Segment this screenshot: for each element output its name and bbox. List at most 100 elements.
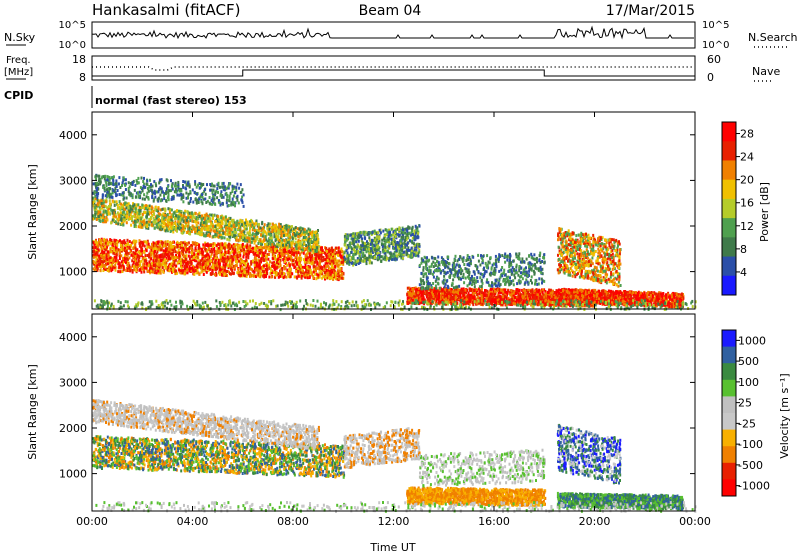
cell bbox=[174, 272, 177, 276]
cell bbox=[205, 270, 208, 274]
cell bbox=[215, 251, 218, 255]
cell bbox=[338, 274, 341, 278]
cell bbox=[219, 254, 222, 258]
power-cells bbox=[92, 173, 697, 312]
cell bbox=[315, 253, 318, 257]
cell bbox=[94, 240, 97, 244]
cell bbox=[288, 263, 291, 267]
cell bbox=[327, 276, 330, 280]
cell bbox=[157, 223, 160, 227]
cell bbox=[233, 250, 236, 254]
cell bbox=[198, 261, 201, 265]
cell bbox=[111, 268, 114, 271]
cell bbox=[312, 270, 315, 274]
cell bbox=[247, 256, 250, 260]
cell bbox=[242, 204, 245, 208]
nave-tick-high: 60 bbox=[707, 53, 721, 66]
cell bbox=[150, 269, 153, 273]
cell bbox=[179, 246, 182, 250]
cell bbox=[244, 239, 247, 243]
cell bbox=[170, 215, 173, 219]
cell bbox=[242, 235, 244, 239]
cell bbox=[188, 267, 191, 271]
cell bbox=[274, 257, 277, 261]
cell bbox=[265, 264, 268, 268]
cell bbox=[222, 185, 225, 189]
cell bbox=[320, 253, 323, 257]
cell bbox=[250, 268, 253, 271]
cell bbox=[231, 244, 233, 248]
cell bbox=[314, 257, 317, 261]
cell bbox=[190, 251, 193, 255]
cell bbox=[103, 259, 106, 263]
cell bbox=[185, 254, 188, 258]
cell bbox=[305, 247, 308, 251]
cell bbox=[291, 272, 294, 276]
cell bbox=[245, 245, 248, 249]
cell bbox=[208, 259, 211, 263]
cell bbox=[110, 246, 113, 250]
cell bbox=[279, 269, 282, 273]
cell bbox=[242, 248, 245, 252]
cell bbox=[307, 270, 310, 274]
cell bbox=[152, 241, 155, 245]
cell bbox=[94, 254, 97, 258]
cell bbox=[139, 212, 142, 215]
cell bbox=[298, 262, 301, 266]
cell bbox=[232, 194, 235, 198]
cell bbox=[268, 227, 271, 231]
cell bbox=[96, 193, 99, 197]
cell bbox=[97, 248, 100, 252]
cell bbox=[248, 247, 251, 251]
cell bbox=[98, 174, 101, 178]
cell bbox=[171, 253, 174, 257]
cell bbox=[207, 262, 209, 266]
cell bbox=[257, 254, 260, 258]
cell bbox=[186, 271, 189, 275]
cell bbox=[252, 250, 255, 254]
cell bbox=[210, 228, 213, 232]
cell bbox=[291, 235, 294, 239]
cell bbox=[214, 220, 217, 224]
cell bbox=[268, 238, 271, 242]
cell bbox=[138, 216, 141, 220]
cell bbox=[256, 251, 259, 255]
cell bbox=[216, 267, 219, 271]
cell bbox=[140, 176, 143, 180]
cell bbox=[130, 243, 133, 247]
cell bbox=[180, 264, 182, 268]
cell bbox=[127, 257, 129, 261]
cell bbox=[277, 275, 280, 279]
cell bbox=[153, 260, 156, 264]
cell bbox=[204, 248, 207, 251]
nsearch-tick-low: 10^0 bbox=[702, 40, 729, 51]
cell bbox=[337, 246, 340, 250]
cell bbox=[112, 251, 115, 255]
cell bbox=[282, 250, 285, 254]
cell bbox=[163, 253, 166, 257]
cell bbox=[238, 186, 241, 190]
cell bbox=[143, 266, 146, 270]
cell bbox=[291, 252, 293, 256]
cell bbox=[180, 251, 183, 255]
cell bbox=[233, 201, 236, 205]
cell bbox=[287, 256, 290, 260]
cell bbox=[243, 271, 246, 275]
cell bbox=[265, 254, 268, 258]
cell bbox=[114, 220, 117, 224]
cell bbox=[207, 268, 210, 272]
cell bbox=[266, 245, 268, 249]
cell bbox=[180, 229, 183, 233]
cell bbox=[277, 272, 280, 276]
cell bbox=[155, 255, 158, 258]
cell bbox=[316, 260, 319, 264]
cell bbox=[280, 252, 283, 256]
cell bbox=[164, 242, 167, 246]
cell bbox=[327, 273, 330, 277]
cell bbox=[113, 247, 116, 251]
cell bbox=[234, 247, 237, 251]
nsky-tick-high: 10^5 bbox=[59, 20, 86, 31]
cell bbox=[252, 252, 255, 256]
cell bbox=[180, 269, 183, 272]
cell bbox=[130, 241, 133, 245]
